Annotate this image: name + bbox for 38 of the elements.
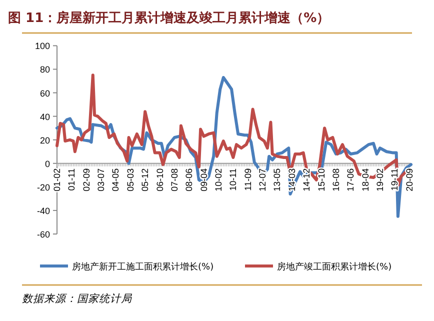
y-tick-label: -20 <box>36 182 50 192</box>
x-tick-label: 08-06 <box>184 168 194 192</box>
x-tick-label: 03-07 <box>96 168 106 192</box>
legend-label: 房地产竣工面积累计增长(%) <box>277 262 392 272</box>
x-tick-label: 01-11 <box>66 168 77 191</box>
y-tick-label: 0 <box>44 158 50 169</box>
x-tick-label: 05-12 <box>140 168 150 192</box>
x-tick-label: 19-11 <box>390 168 400 191</box>
x-tick-label: 05-03 <box>125 168 136 192</box>
x-tick-label: 16-08 <box>330 168 341 192</box>
x-tick-label: 09-04 <box>198 168 209 192</box>
x-tick-label: 07-08 <box>169 168 180 192</box>
x-tick-label: 15-10 <box>316 168 326 192</box>
x-tick-label: 02-09 <box>81 168 92 192</box>
legend-label: 房地产新开工施工面积累计增长(%) <box>72 262 214 272</box>
x-tick-label: 18-04 <box>360 168 370 192</box>
y-tick-label: -60 <box>36 230 50 240</box>
y-tick-label: 100 <box>34 41 50 52</box>
x-tick-label: 13-05 <box>272 168 282 192</box>
x-tick-label: 10-11 <box>228 168 238 191</box>
source-note: 数据来源：国家统计局 <box>22 293 133 305</box>
x-tick-label: 12-07 <box>258 168 268 192</box>
x-tick-label: 14-03 <box>286 168 297 192</box>
x-tick-label: 20-09 <box>404 168 414 192</box>
y-tick-label: 80 <box>40 64 50 75</box>
y-tick-label: 20 <box>40 135 50 146</box>
y-tick-label: 40 <box>40 112 50 122</box>
x-tick-label: 10-02 <box>214 168 224 192</box>
x-tick-label: 17-06 <box>346 168 356 192</box>
x-tick-label: 11-09 <box>242 168 253 191</box>
x-tick-label: 14-12 <box>302 168 312 192</box>
x-tick-label: 04-05 <box>110 168 121 192</box>
y-tick-label: -40 <box>36 206 50 216</box>
x-tick-label: 01-02 <box>52 168 62 192</box>
chart-title: 图 11：房屋新开工月累计增速及竣工月累计增速（%） <box>8 10 330 26</box>
y-tick-label: 60 <box>40 88 50 98</box>
x-tick-label: 06-10 <box>154 168 165 192</box>
x-tick-label: 19-02 <box>375 168 386 192</box>
